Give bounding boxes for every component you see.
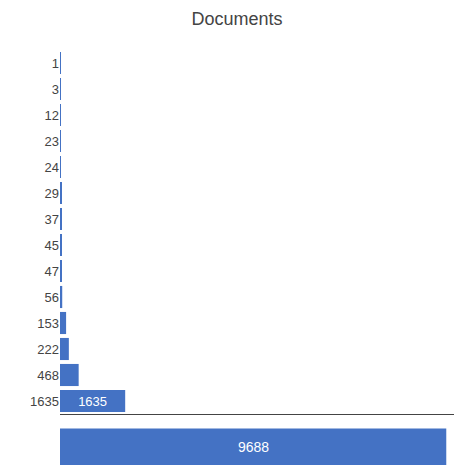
svg-text:1: 1 bbox=[52, 56, 59, 71]
svg-text:3: 3 bbox=[52, 82, 59, 97]
svg-text:9688: 9688 bbox=[238, 439, 269, 455]
svg-text:Documents: Documents bbox=[191, 9, 282, 29]
svg-text:47: 47 bbox=[45, 264, 59, 279]
svg-text:468: 468 bbox=[37, 368, 59, 383]
svg-text:37: 37 bbox=[45, 212, 59, 227]
svg-text:56: 56 bbox=[45, 290, 59, 305]
svg-text:222: 222 bbox=[37, 342, 59, 357]
svg-text:12: 12 bbox=[45, 108, 59, 123]
svg-text:153: 153 bbox=[37, 316, 59, 331]
svg-text:45: 45 bbox=[45, 238, 59, 253]
svg-text:24: 24 bbox=[45, 160, 59, 175]
svg-text:1635: 1635 bbox=[30, 394, 59, 409]
svg-text:23: 23 bbox=[45, 134, 59, 149]
svg-text:1635: 1635 bbox=[78, 394, 107, 409]
svg-text:29: 29 bbox=[45, 186, 59, 201]
